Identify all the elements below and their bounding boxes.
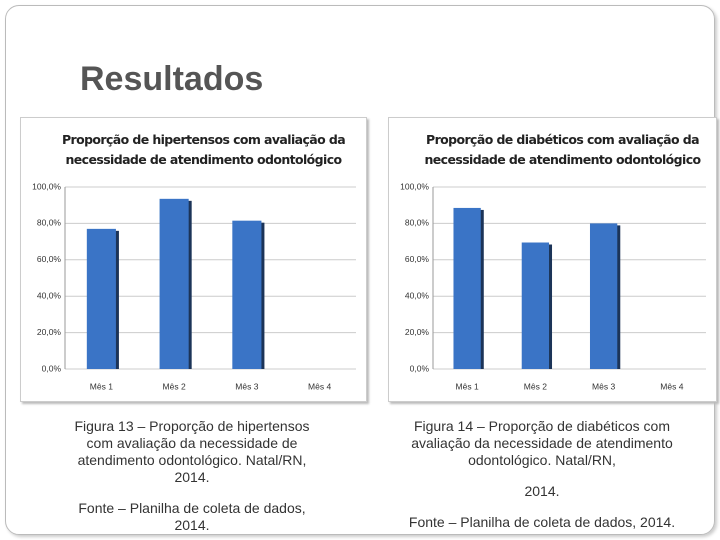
- y-tick-label: 0,0%: [410, 363, 430, 373]
- chart-svg: 0,0% 20,0% 40,0% 60,0% 80,0% 100,0% Mês 1 Mês 2…: [32, 181, 356, 391]
- y-tick-label: 100,0%: [32, 181, 61, 191]
- y-tick-label: 40,0%: [37, 290, 62, 300]
- caption: Figura 13 – Proporção de hipertensos com…: [62, 418, 322, 534]
- x-tick-label: Mês 2: [163, 381, 186, 391]
- figure-caption: Figura 14 – Proporção de diabéticos com …: [411, 418, 673, 468]
- source-caption: Fonte – Planilha de coleta de dados, 201…: [78, 500, 306, 533]
- x-tick-label: Mês 4: [660, 381, 683, 391]
- chart-panel: Proporção de diabéticos com avaliação da…: [388, 117, 717, 402]
- x-tick-label: Mês 3: [592, 381, 615, 391]
- y-tick-label: 100,0%: [400, 181, 429, 191]
- y-tick-label: 20,0%: [37, 327, 62, 337]
- bar: [453, 207, 481, 369]
- figure-year: 2014.: [524, 483, 560, 499]
- slide-title: Resultados: [80, 60, 264, 98]
- bar: [159, 198, 189, 369]
- figure-caption: Figura 13 – Proporção de hipertensos com…: [74, 418, 310, 485]
- bar: [589, 223, 618, 369]
- x-tick-label: Mês 1: [90, 381, 113, 391]
- y-tick-label: 20,0%: [405, 327, 430, 337]
- source-caption: Fonte – Planilha de coleta de dados, 201…: [408, 514, 676, 530]
- chart-panel: Proporção de hipertensos com avaliação d…: [20, 117, 367, 402]
- bar: [86, 228, 116, 369]
- caption: Figura 14 – Proporção de diabéticos com …: [392, 418, 692, 531]
- y-tick-label: 40,0%: [405, 290, 430, 300]
- chart-title: Proporção de hipertensos com avaliação d…: [61, 132, 346, 167]
- chart-title: Proporção de diabéticos com avaliação da…: [424, 132, 702, 167]
- y-tick-label: 80,0%: [37, 218, 62, 228]
- y-tick-label: 60,0%: [37, 254, 62, 264]
- y-tick-label: 60,0%: [405, 254, 430, 264]
- bar: [232, 220, 262, 369]
- y-tick-label: 0,0%: [42, 363, 62, 373]
- chart-svg: 0,0% 20,0% 40,0% 60,0% 80,0% 100,0% Mês 1 Mês 2…: [400, 181, 706, 391]
- x-tick-label: Mês 1: [456, 381, 479, 391]
- y-tick-label: 80,0%: [405, 218, 430, 228]
- x-tick-label: Mês 4: [308, 381, 331, 391]
- bar: [521, 242, 550, 369]
- x-tick-label: Mês 2: [524, 381, 547, 391]
- x-tick-label: Mês 3: [235, 381, 258, 391]
